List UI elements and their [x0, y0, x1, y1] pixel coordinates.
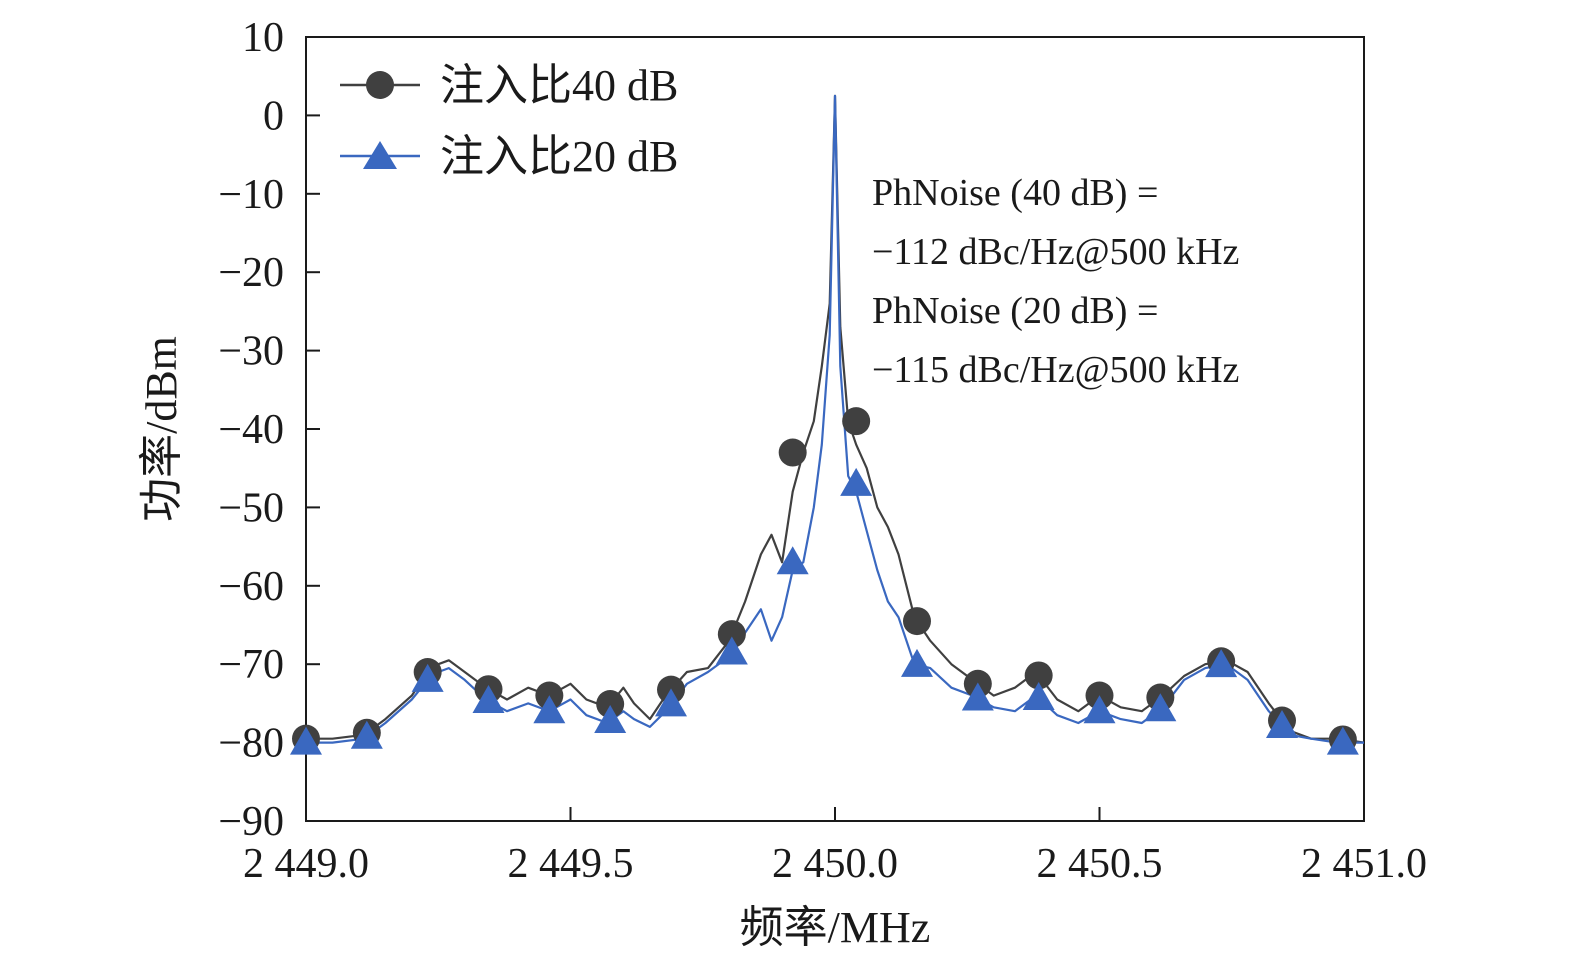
- data-point-20db: [961, 682, 994, 711]
- x-tick-label: 2 449.5: [508, 841, 634, 887]
- data-point-20db: [1326, 726, 1359, 755]
- legend-marker-20db: [363, 141, 397, 169]
- y-axis-ticks: 10 0 −10 −20 −30 −40 −50 −60 −70 −80 −90: [218, 15, 320, 845]
- y-tick-label: −80: [218, 721, 284, 767]
- x-tick-label: 2 451.0: [1301, 841, 1427, 887]
- data-point-20db: [900, 648, 933, 677]
- data-point-20db: [350, 720, 383, 749]
- data-point-20db: [1022, 682, 1055, 711]
- legend-label-40db: 注入比40 dB: [440, 61, 678, 110]
- series-line-1: [306, 94, 1364, 744]
- x-tick-label: 2 449.0: [243, 841, 369, 887]
- y-tick-label: 10: [242, 15, 284, 61]
- data-point-20db: [840, 467, 873, 496]
- series-layer: [290, 94, 1365, 755]
- data-point-20db: [776, 546, 809, 575]
- annotation-line-1: PhNoise (40 dB) =: [872, 172, 1158, 214]
- x-axis-ticks: 2 449.0 2 449.5 2 450.0 2 450.5 2 451.0: [243, 807, 1427, 887]
- data-point-40db: [717, 620, 746, 649]
- y-tick-label: 0: [263, 93, 284, 139]
- y-tick-label: −50: [218, 485, 284, 531]
- annotation-line-2: −112 dBc/Hz@500 kHz: [872, 231, 1239, 273]
- x-tick-label: 2 450.0: [772, 841, 898, 887]
- data-point-20db: [290, 726, 322, 755]
- data-point-20db: [594, 705, 627, 734]
- data-point-20db: [715, 636, 748, 665]
- data-point-20db: [533, 695, 566, 724]
- y-tick-label: −70: [218, 642, 284, 688]
- legend-marker-40db: [366, 71, 394, 99]
- y-tick-label: −40: [218, 407, 284, 453]
- data-point-40db: [1024, 661, 1053, 690]
- data-point-40db: [842, 407, 871, 436]
- phase-noise-annotation: PhNoise (40 dB) = −112 dBc/Hz@500 kHz Ph…: [872, 172, 1239, 391]
- data-point-20db: [1144, 693, 1177, 722]
- series-line-0: [306, 94, 1365, 744]
- annotation-line-4: −115 dBc/Hz@500 kHz: [872, 349, 1239, 391]
- y-tick-label: −20: [218, 250, 284, 296]
- data-point-20db: [655, 688, 688, 717]
- data-point-20db: [411, 663, 444, 692]
- data-point-40db: [902, 607, 931, 636]
- legend: 注入比40 dB 注入比20 dB: [340, 61, 678, 181]
- data-point-40db: [778, 438, 807, 467]
- y-axis-title: 功率/dBm: [137, 336, 186, 522]
- data-point-40db: [596, 690, 625, 719]
- y-tick-label: −60: [218, 564, 284, 610]
- annotation-line-3: PhNoise (20 dB) =: [872, 290, 1158, 332]
- x-tick-label: 2 450.5: [1037, 841, 1163, 887]
- data-point-20db: [472, 684, 505, 713]
- data-point-20db: [1205, 649, 1238, 678]
- y-tick-label: −10: [218, 172, 284, 218]
- x-axis-title: 频率/MHz: [740, 903, 931, 952]
- data-point-20db: [1266, 709, 1299, 738]
- legend-label-20db: 注入比20 dB: [440, 132, 678, 181]
- y-tick-label: −90: [218, 799, 284, 845]
- data-point-20db: [1083, 695, 1116, 724]
- y-tick-label: −30: [218, 329, 284, 375]
